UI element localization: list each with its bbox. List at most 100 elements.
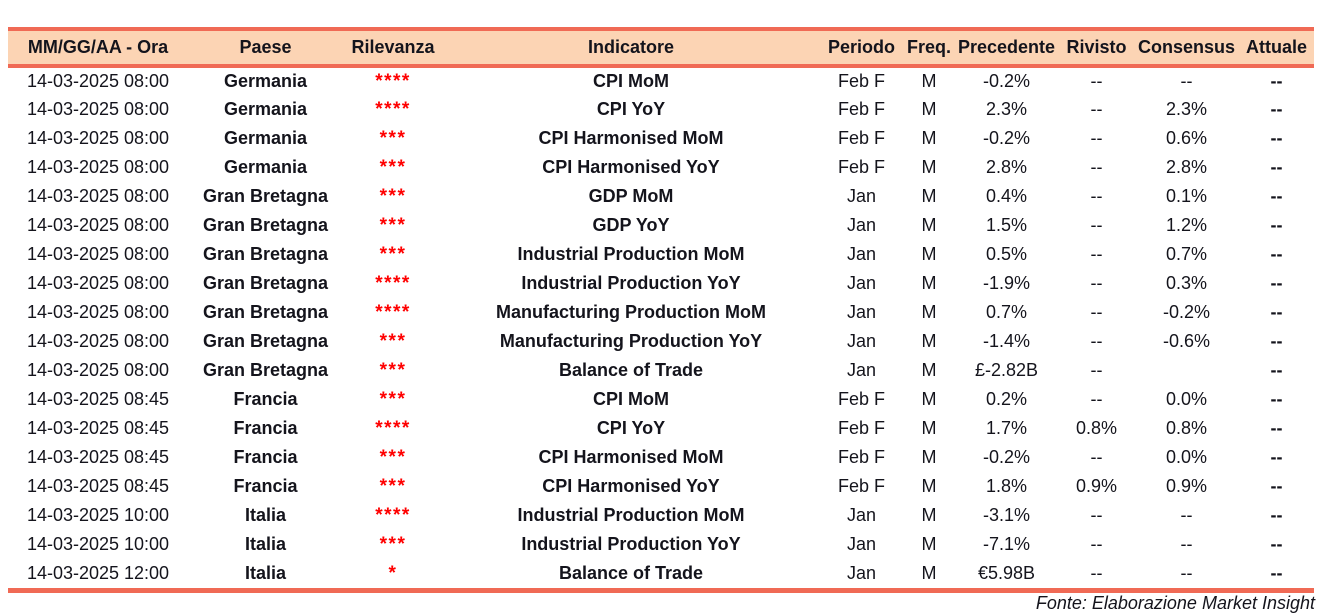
cell-relevance: ****	[375, 70, 411, 92]
table-row: 14-03-2025 08:00 Gran Bretagna *** GDP MoM J…	[8, 182, 1314, 211]
cell-revised: --	[1090, 157, 1103, 177]
cell-country: Italia	[244, 505, 287, 525]
cell-actual: --	[1270, 273, 1283, 293]
cell-period: Jan	[846, 563, 877, 583]
cell-revised: --	[1090, 447, 1103, 467]
column-header-period: Periodo	[819, 27, 904, 68]
cell-country: Italia	[244, 563, 287, 583]
cell-actual: --	[1270, 389, 1283, 409]
cell-previous: €5.98B	[977, 563, 1036, 583]
cell-consensus: 2.8%	[1165, 157, 1208, 177]
cell-revised: --	[1090, 389, 1103, 409]
cell-actual: --	[1270, 331, 1283, 351]
cell-country: Germania	[223, 128, 308, 148]
table-row: 14-03-2025 10:00 Italia *** Industrial Prod…	[8, 530, 1314, 559]
cell-datetime: 14-03-2025 08:45	[26, 476, 170, 496]
cell-freq: M	[921, 389, 937, 409]
cell-actual: --	[1270, 186, 1283, 206]
cell-indicator: CPI Harmonised MoM	[538, 447, 724, 467]
cell-actual: --	[1270, 563, 1283, 583]
cell-relevance: ***	[379, 127, 407, 149]
cell-previous: -7.1%	[982, 534, 1031, 554]
cell-previous: 0.4%	[985, 186, 1028, 206]
cell-freq: M	[921, 99, 937, 119]
cell-indicator: CPI Harmonised MoM	[538, 128, 724, 148]
cell-period: Feb F	[837, 71, 885, 91]
table-row: 14-03-2025 08:45 Francia *** CPI MoM Feb F M 0…	[8, 385, 1314, 414]
cell-revised: --	[1090, 71, 1103, 91]
cell-actual: --	[1270, 244, 1283, 264]
cell-consensus: 0.3%	[1165, 273, 1208, 293]
cell-revised: --	[1090, 331, 1103, 351]
cell-indicator: Industrial Production MoM	[517, 244, 745, 264]
cell-consensus: --	[1180, 534, 1193, 554]
cell-country: Gran Bretagna	[202, 360, 329, 380]
cell-consensus: 0.9%	[1165, 476, 1208, 496]
cell-period: Feb F	[837, 157, 885, 177]
table-header: MM/GG/AA - Ora Paese Rilevanza Indicatore Pe…	[8, 27, 1314, 68]
cell-datetime: 14-03-2025 08:00	[26, 273, 170, 293]
cell-previous: 2.3%	[985, 99, 1028, 119]
cell-indicator: Manufacturing Production YoY	[499, 331, 763, 351]
cell-datetime: 14-03-2025 08:45	[26, 389, 170, 409]
table-row: 14-03-2025 08:45 Francia *** CPI Harmonised…	[8, 472, 1314, 501]
cell-country: Italia	[244, 534, 287, 554]
cell-previous: 1.5%	[985, 215, 1028, 235]
cell-previous: -0.2%	[982, 447, 1031, 467]
cell-consensus: --	[1180, 71, 1193, 91]
cell-consensus: 0.0%	[1165, 389, 1208, 409]
cell-freq: M	[921, 563, 937, 583]
cell-freq: M	[921, 476, 937, 496]
cell-actual: --	[1270, 128, 1283, 148]
table-row: 14-03-2025 08:00 Germania **** CPI MoM Feb F…	[8, 66, 1314, 95]
cell-relevance: ***	[379, 185, 407, 207]
cell-period: Jan	[846, 273, 877, 293]
cell-relevance: ****	[375, 417, 411, 439]
cell-freq: M	[921, 302, 937, 322]
cell-revised: --	[1090, 128, 1103, 148]
cell-actual: --	[1270, 505, 1283, 525]
cell-revised: 0.8%	[1075, 418, 1118, 438]
indicators-table: MM/GG/AA - Ora Paese Rilevanza Indicatore Pe…	[8, 27, 1314, 588]
cell-actual: --	[1270, 157, 1283, 177]
cell-country: Gran Bretagna	[202, 273, 329, 293]
cell-country: Germania	[223, 99, 308, 119]
cell-datetime: 14-03-2025 08:00	[26, 244, 170, 264]
cell-consensus: 0.7%	[1165, 244, 1208, 264]
cell-datetime: 14-03-2025 08:00	[26, 331, 170, 351]
cell-relevance: ***	[379, 330, 407, 352]
cell-datetime: 14-03-2025 08:00	[26, 128, 170, 148]
cell-previous: £-2.82B	[974, 360, 1039, 380]
cell-revised: --	[1090, 505, 1103, 525]
cell-consensus: 0.8%	[1165, 418, 1208, 438]
cell-previous: -1.9%	[982, 273, 1031, 293]
table-row: 14-03-2025 08:00 Gran Bretagna *** Manufact…	[8, 327, 1314, 356]
economic-calendar-table: MM/GG/AA - Ora Paese Rilevanza Indicatore Pe…	[8, 27, 1314, 593]
cell-revised: --	[1090, 534, 1103, 554]
cell-period: Jan	[846, 215, 877, 235]
cell-indicator: CPI YoY	[596, 418, 666, 438]
cell-country: Germania	[223, 157, 308, 177]
cell-freq: M	[921, 244, 937, 264]
cell-consensus: --	[1180, 505, 1193, 525]
cell-revised: --	[1090, 99, 1103, 119]
cell-period: Feb F	[837, 128, 885, 148]
cell-datetime: 14-03-2025 10:00	[26, 534, 170, 554]
cell-consensus: 2.3%	[1165, 99, 1208, 119]
cell-indicator: Industrial Production MoM	[517, 505, 745, 525]
cell-revised: --	[1090, 563, 1103, 583]
cell-actual: --	[1270, 215, 1283, 235]
cell-previous: -0.2%	[982, 71, 1031, 91]
cell-country: Gran Bretagna	[202, 244, 329, 264]
cell-previous: -1.4%	[982, 331, 1031, 351]
cell-indicator: CPI MoM	[593, 71, 669, 91]
cell-indicator: CPI MoM	[593, 389, 669, 409]
cell-actual: --	[1270, 418, 1283, 438]
cell-freq: M	[921, 215, 937, 235]
cell-datetime: 14-03-2025 08:45	[26, 418, 170, 438]
cell-relevance: ***	[379, 243, 407, 265]
column-header-indicator: Indicatore	[443, 27, 819, 68]
cell-relevance: ***	[379, 446, 407, 468]
cell-actual: --	[1270, 302, 1283, 322]
cell-country: Francia	[233, 447, 298, 467]
